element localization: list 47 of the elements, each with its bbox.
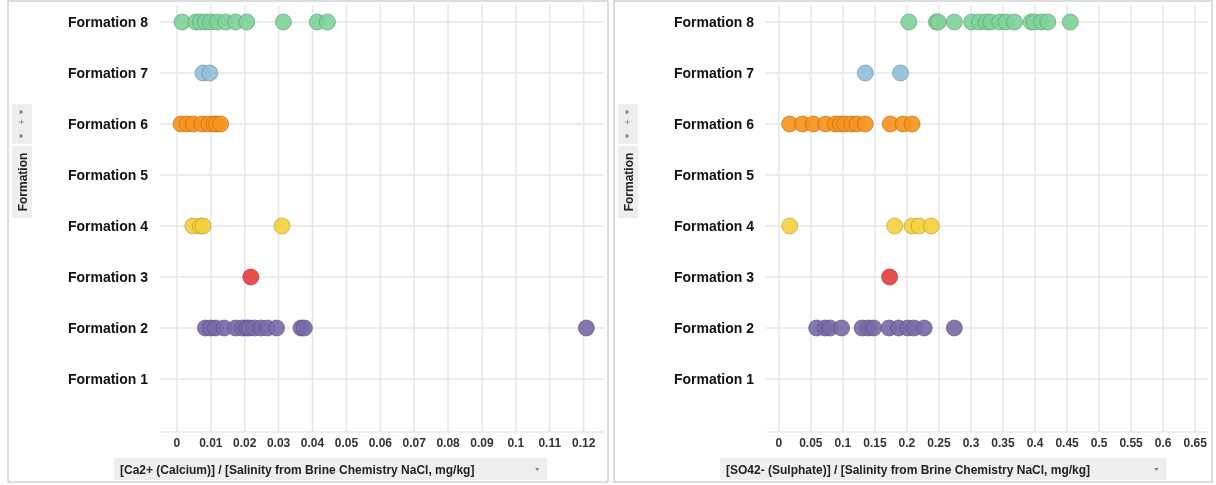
x-tick-label: 0.3 bbox=[962, 436, 980, 450]
y-tick-label: Formation 3 bbox=[67, 269, 149, 285]
x-tick-label: 0.06 bbox=[368, 436, 393, 450]
x-tick-label: 0.45 bbox=[1055, 436, 1080, 450]
x-tick-label: 0.05 bbox=[334, 436, 359, 450]
x-axis-title: [Ca2+ (Calcium)] / [Salinity from Brine Chemistry NaCl, mg/kg] bbox=[120, 463, 475, 477]
x-tick-label: 0.2 bbox=[898, 436, 916, 450]
x-tick-label: 0.1 bbox=[834, 436, 852, 450]
x-tick-label: 0.08 bbox=[436, 436, 461, 450]
x-tick-label: 0.15 bbox=[863, 436, 887, 450]
y-tick-label: Formation 6 bbox=[673, 116, 755, 132]
y-tick-label: Formation 5 bbox=[67, 167, 149, 183]
x-tick-label: 0.07 bbox=[402, 436, 427, 450]
x-tick-label: 0.03 bbox=[266, 436, 291, 450]
y-tick-label: Formation 3 bbox=[673, 269, 755, 285]
y-tick-label: Formation 4 bbox=[673, 218, 755, 234]
y-axis-title: Formation bbox=[622, 152, 636, 212]
x-tick-label: 0.04 bbox=[300, 436, 325, 450]
y-tick-label: Formation 8 bbox=[673, 14, 755, 30]
y-tick-label: Formation 5 bbox=[673, 167, 755, 183]
x-tick-label: 0 bbox=[775, 436, 783, 450]
y-tick-label: Formation 8 bbox=[67, 14, 149, 30]
y-tick-label: Formation 1 bbox=[673, 371, 755, 387]
x-tick-label: 0.11 bbox=[538, 436, 562, 450]
x-tick-label: 0.02 bbox=[233, 436, 257, 450]
x-tick-label: 0.05 bbox=[799, 436, 823, 450]
x-axis-title: [SO42- (Sulphate)] / [Salinity from Brine Chemistry NaCl, mg/kg] bbox=[726, 463, 1091, 477]
x-tick-label: 0.6 bbox=[1154, 436, 1172, 450]
y-tick-label: Formation 7 bbox=[67, 65, 149, 81]
x-tick-label: 0.35 bbox=[991, 436, 1016, 450]
x-tick-label: 0.4 bbox=[1026, 436, 1044, 450]
y-tick-label: Formation 7 bbox=[673, 65, 755, 81]
y-tick-label: Formation 2 bbox=[673, 320, 755, 336]
x-tick-label: 0.01 bbox=[199, 436, 223, 450]
y-tick-label: Formation 2 bbox=[67, 320, 149, 336]
x-tick-label: 0.5 bbox=[1090, 436, 1108, 450]
y-tick-label: Formation 1 bbox=[67, 371, 149, 387]
x-tick-label: 0.12 bbox=[571, 436, 596, 450]
x-tick-label: 0.1 bbox=[507, 436, 525, 450]
x-tick-label: 0.65 bbox=[1183, 436, 1208, 450]
x-tick-label: 0.25 bbox=[927, 436, 951, 450]
y-axis-title: Formation bbox=[16, 152, 30, 212]
x-tick-label: 0 bbox=[173, 436, 181, 450]
x-tick-label: 0.55 bbox=[1119, 436, 1144, 450]
x-tick-label: 0.09 bbox=[470, 436, 494, 450]
y-tick-label: Formation 4 bbox=[67, 218, 149, 234]
y-tick-label: Formation 6 bbox=[67, 116, 149, 132]
